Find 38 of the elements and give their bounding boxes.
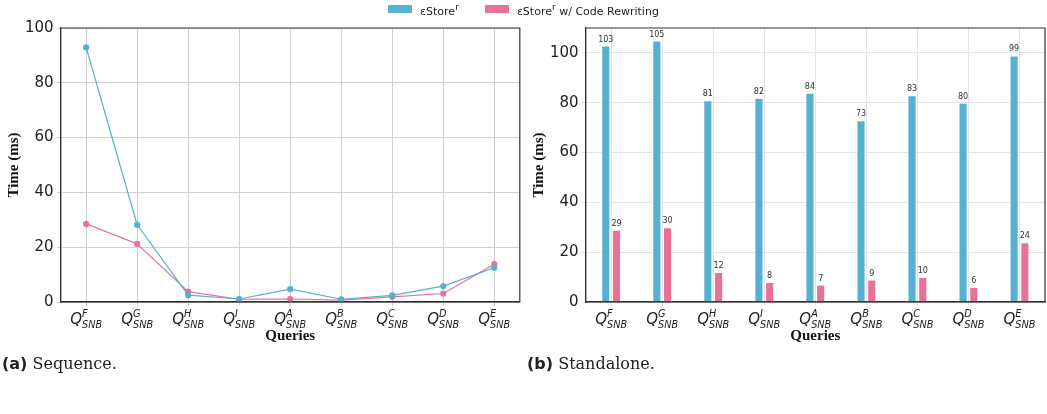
data-label: 84	[804, 81, 816, 91]
y-tick-label: 0	[569, 291, 579, 310]
text: (a) Sequence.	[2, 354, 117, 373]
text: (b) Standalone.	[527, 354, 655, 373]
y-tick-label: 60	[559, 142, 579, 161]
data-label: 80	[957, 91, 969, 101]
y-tick-label: 60	[34, 127, 54, 146]
data-label: 6	[971, 276, 977, 286]
y-tick-label: 40	[559, 192, 579, 211]
legend-label: εStore$^{r}$ w/ Code Rewriting	[516, 1, 659, 18]
y-tick-label: 40	[34, 182, 54, 201]
x-axis-title: Queries	[790, 327, 841, 344]
data-label: 81	[702, 89, 713, 99]
data-label: 83	[906, 84, 918, 94]
y-tick-label: 80	[559, 92, 579, 111]
y-tick-label: 20	[34, 237, 54, 256]
data-label: 8	[767, 271, 773, 281]
x-axis-title: Queries	[265, 327, 316, 344]
data-label: 9	[869, 268, 875, 278]
data-label: 10	[917, 266, 928, 276]
legend-label: εStore$^{r}$	[420, 1, 459, 18]
data-label: 30	[662, 216, 673, 226]
data-label: 24	[1019, 231, 1030, 241]
y-tick-label: 20	[559, 242, 579, 261]
data-label: 105	[649, 29, 665, 39]
y-tick-label: 100	[24, 17, 54, 36]
y-axis-title: Time (ms)	[529, 132, 547, 198]
y-axis-title: Time (ms)	[4, 132, 22, 198]
data-label: 82	[753, 86, 765, 96]
data-label: 29	[611, 218, 622, 228]
y-tick-label: 80	[34, 72, 54, 91]
y-tick-label: 100	[549, 42, 579, 61]
y-tick-label: 0	[44, 291, 54, 310]
data-label: 7	[818, 273, 824, 283]
data-label: 99	[1009, 44, 1020, 54]
data-label: 73	[855, 109, 867, 119]
data-label: 12	[713, 261, 724, 271]
data-label: 103	[598, 34, 614, 44]
